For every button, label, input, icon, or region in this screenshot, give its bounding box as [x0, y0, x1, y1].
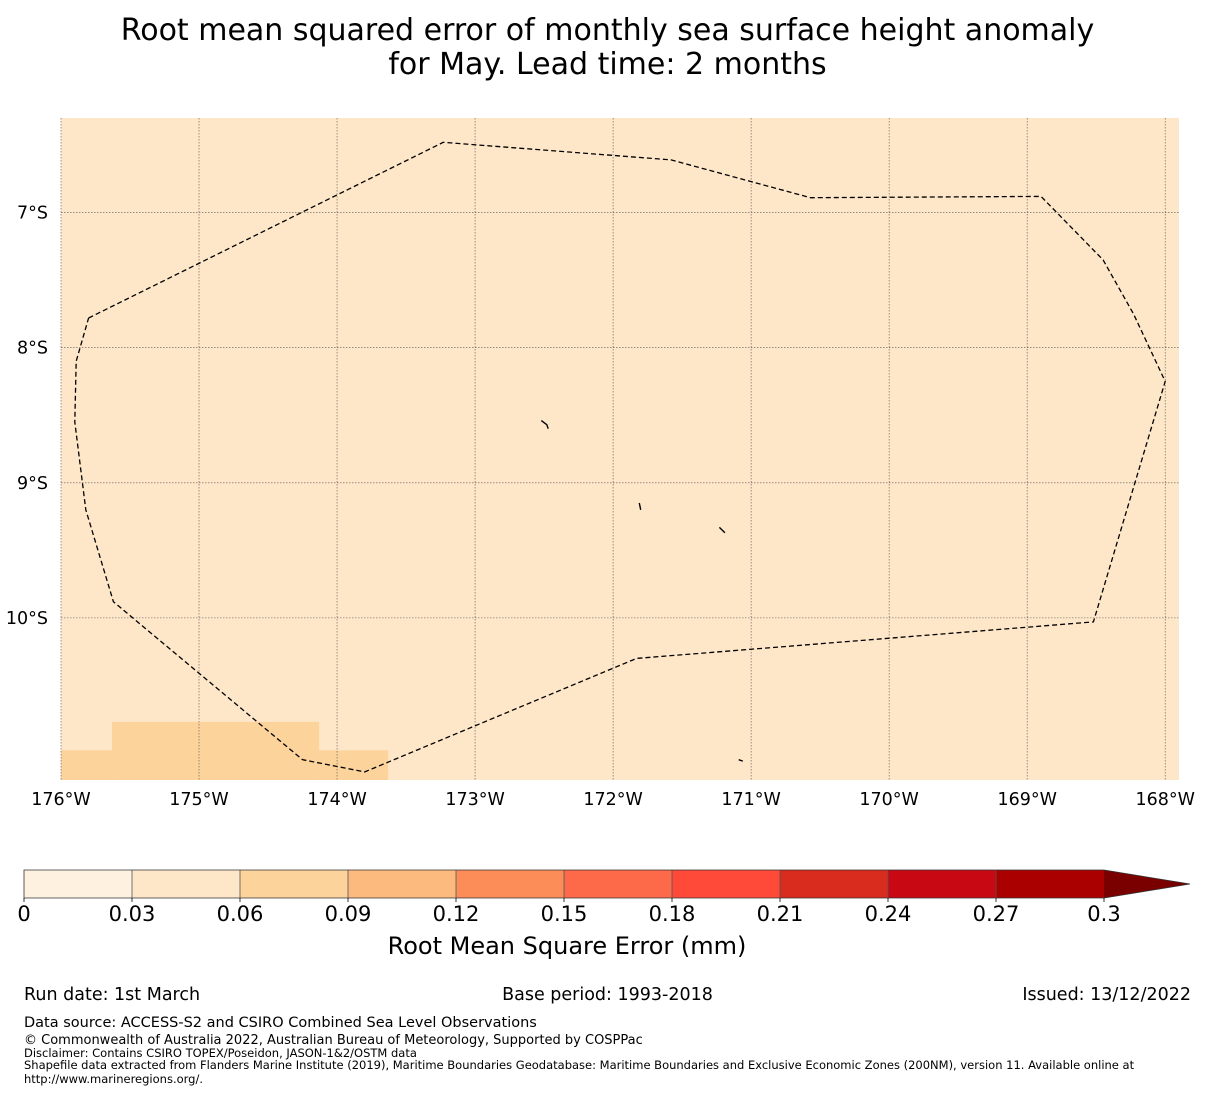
island-coastline	[738, 759, 744, 762]
colorbar-segment	[780, 870, 888, 898]
colorbar-tick-label: 0.18	[649, 902, 696, 926]
run-date: Run date: 1st March	[24, 985, 201, 1005]
lon-tick-label: 175°W	[169, 790, 228, 810]
error-cell	[112, 721, 320, 780]
colorbar-segment	[132, 870, 240, 898]
colorbar-tick-label: 0	[17, 902, 30, 926]
error-cell	[61, 750, 113, 780]
colorbar: 0 0.03 0.06 0.09 0.12 0.15 0.18 0.21 0.24 0.27 0.3…	[17, 869, 1191, 960]
data-source: Data source: ACCESS-S2 and CSIRO Combine…	[24, 1015, 537, 1031]
copyright: © Commonwealth of Australia 2022, Austra…	[24, 1033, 643, 1048]
colorbar-tick-label: 0.27	[973, 902, 1020, 926]
colorbar-segment	[348, 870, 456, 898]
colorbar-label: Root Mean Square Error (mm)	[388, 932, 747, 960]
colorbar-tick-label: 0.09	[325, 902, 372, 926]
colorbar-tick-label: 0.24	[865, 902, 912, 926]
eez-boundary	[74, 141, 1166, 773]
colorbar-tick-label: 0.06	[217, 902, 264, 926]
title-line-2: for May. Lead time: 2 months	[388, 47, 827, 82]
lon-tick-label: 176°W	[31, 790, 90, 810]
island-coastline	[540, 420, 549, 429]
chart-title: Root mean squared error of monthly sea s…	[0, 14, 1215, 82]
colorbar-segment	[564, 870, 672, 898]
lon-tick-label: 174°W	[307, 790, 366, 810]
colorbar-segment	[672, 870, 780, 898]
colorbar-segment	[888, 870, 996, 898]
issued-date: Issued: 13/12/2022	[1022, 985, 1191, 1005]
colorbar-extend-arrow	[1104, 870, 1190, 898]
colorbar-tick-label: 0.15	[541, 902, 588, 926]
lat-tick-label: 8°S	[17, 339, 48, 359]
colorbar-tick-label: 0.03	[109, 902, 156, 926]
colorbar-segment	[996, 870, 1104, 898]
colorbar-segment	[240, 870, 348, 898]
title-line-1: Root mean squared error of monthly sea s…	[120, 13, 1095, 48]
colorbar-tick-label: 0.3	[1087, 902, 1120, 926]
error-cell	[319, 750, 389, 780]
colorbar-segment	[456, 870, 564, 898]
lon-tick-label: 169°W	[997, 790, 1056, 810]
lat-tick-label: 9°S	[17, 474, 48, 494]
shapefile-url: http://www.marineregions.org/.	[24, 1072, 203, 1086]
lon-tick-label: 171°W	[721, 790, 780, 810]
colorbar-tick-label: 0.12	[433, 902, 480, 926]
shapefile-credit: Shapefile data extracted from Flanders M…	[24, 1058, 1135, 1072]
lon-tick-label: 173°W	[445, 790, 504, 810]
map-background	[61, 118, 1179, 780]
disclaimer: Disclaimer: Contains CSIRO TOPEX/Poseido…	[24, 1046, 417, 1060]
lat-tick-label: 7°S	[17, 204, 48, 224]
lon-tick-label: 168°W	[1135, 790, 1194, 810]
map-panel: 7°S 8°S 9°S 10°S 176°W 175°W 174°W 173°W 172°W 17…	[6, 118, 1195, 810]
island-coastline	[638, 502, 642, 510]
base-period: Base period: 1993-2018	[502, 985, 713, 1005]
lat-tick-label: 10°S	[6, 609, 48, 629]
island-coastline	[718, 526, 726, 534]
lon-tick-label: 172°W	[583, 790, 642, 810]
lon-tick-label: 170°W	[859, 790, 918, 810]
colorbar-segment	[24, 870, 132, 898]
colorbar-tick-label: 0.21	[757, 902, 804, 926]
